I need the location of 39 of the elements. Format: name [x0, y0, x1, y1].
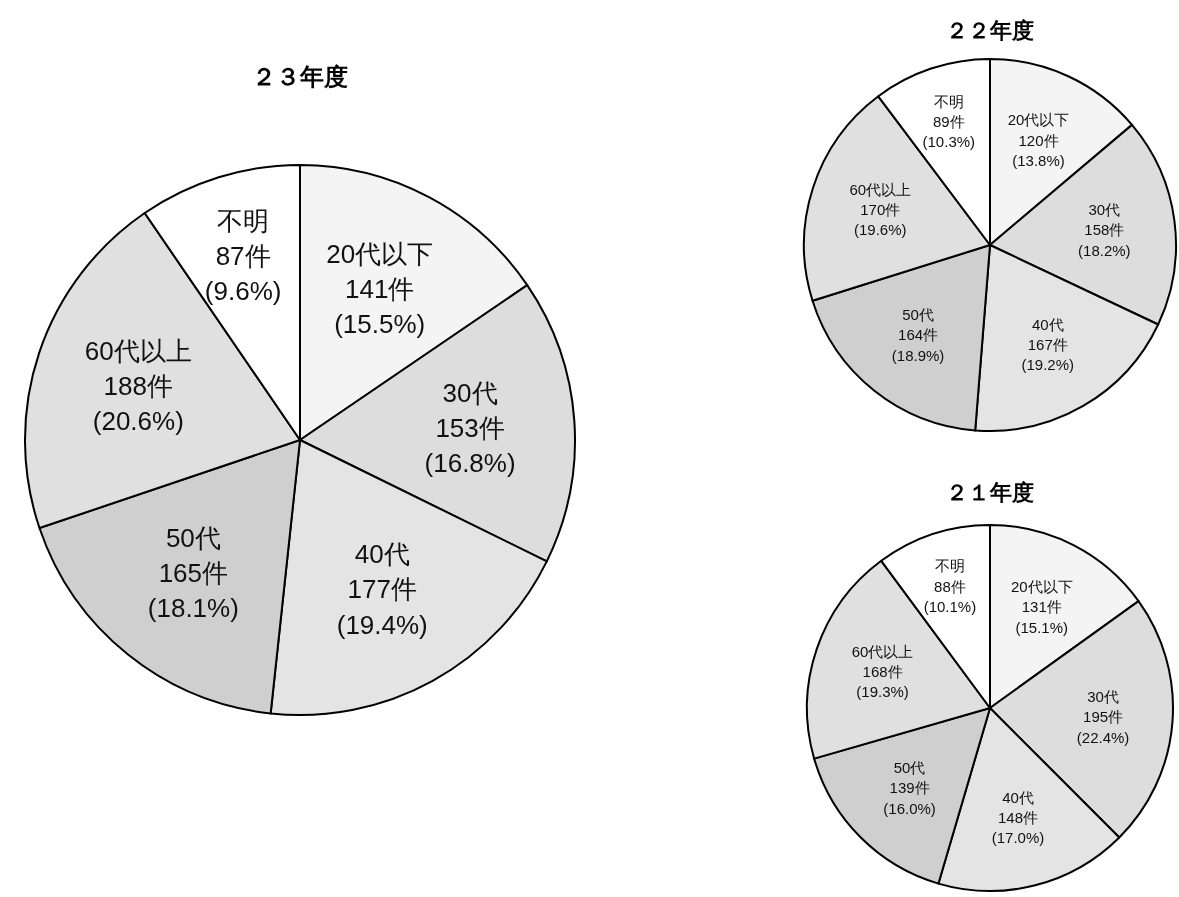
slice-label: 30代 [1088, 201, 1121, 219]
data-label: 120件 (13.8%) [1012, 131, 1065, 169]
data-label: 88件 (10.1%) [923, 577, 977, 615]
data-label: 195件 (22.4%) [1076, 708, 1130, 746]
slice-label: 40代 [1031, 315, 1064, 333]
chart-title: ２３年度 [252, 63, 348, 90]
data-label: 89件 (10.3%) [922, 112, 976, 150]
slice-label: 60代以上 [84, 335, 192, 366]
data-label: 153件 (16.8%) [424, 413, 516, 479]
slice-label: 20代以下 [326, 239, 434, 270]
data-label: 170件 (19.6%) [853, 200, 907, 239]
data-label: 188件 (20.6%) [92, 371, 184, 437]
slice-label: 20代以下 [1007, 111, 1070, 129]
slice-label: 40代 [1002, 788, 1034, 806]
slice-label: 60代以上 [849, 180, 912, 198]
slice-label: 50代 [893, 759, 926, 777]
data-label: 141件 (15.5%) [334, 274, 426, 340]
data-label: 148件 (17.0%) [991, 809, 1045, 847]
data-label: 168件 (19.3%) [856, 662, 909, 701]
data-label: 165件 (18.1%) [147, 558, 239, 624]
data-label: 139件 (16.0%) [883, 779, 936, 817]
data-label: 177件 (19.4%) [336, 574, 428, 640]
slice-label: 不明 [217, 206, 270, 237]
data-label: 164件 (18.9%) [891, 326, 945, 364]
data-label: 158件 (18.2%) [1078, 221, 1131, 259]
chart-title: ２１年度 [946, 480, 1034, 505]
slice-label: 不明 [933, 92, 964, 110]
data-label: 131件 (15.1%) [1015, 598, 1069, 636]
slice-label: 30代 [1087, 688, 1119, 706]
slice-label: 50代 [902, 306, 934, 324]
slice-label: 20代以下 [1010, 578, 1073, 596]
data-label: 87件 (9.6%) [204, 241, 282, 307]
data-label: 167件 (19.2%) [1021, 336, 1075, 374]
slice-label: 60代以上 [851, 642, 914, 660]
slice-label: 40代 [354, 539, 410, 570]
chart-title: ２２年度 [946, 18, 1034, 43]
slice-label: 不明 [934, 557, 965, 575]
slice-label: 50代 [165, 523, 221, 554]
slice-label: 30代 [442, 377, 498, 408]
